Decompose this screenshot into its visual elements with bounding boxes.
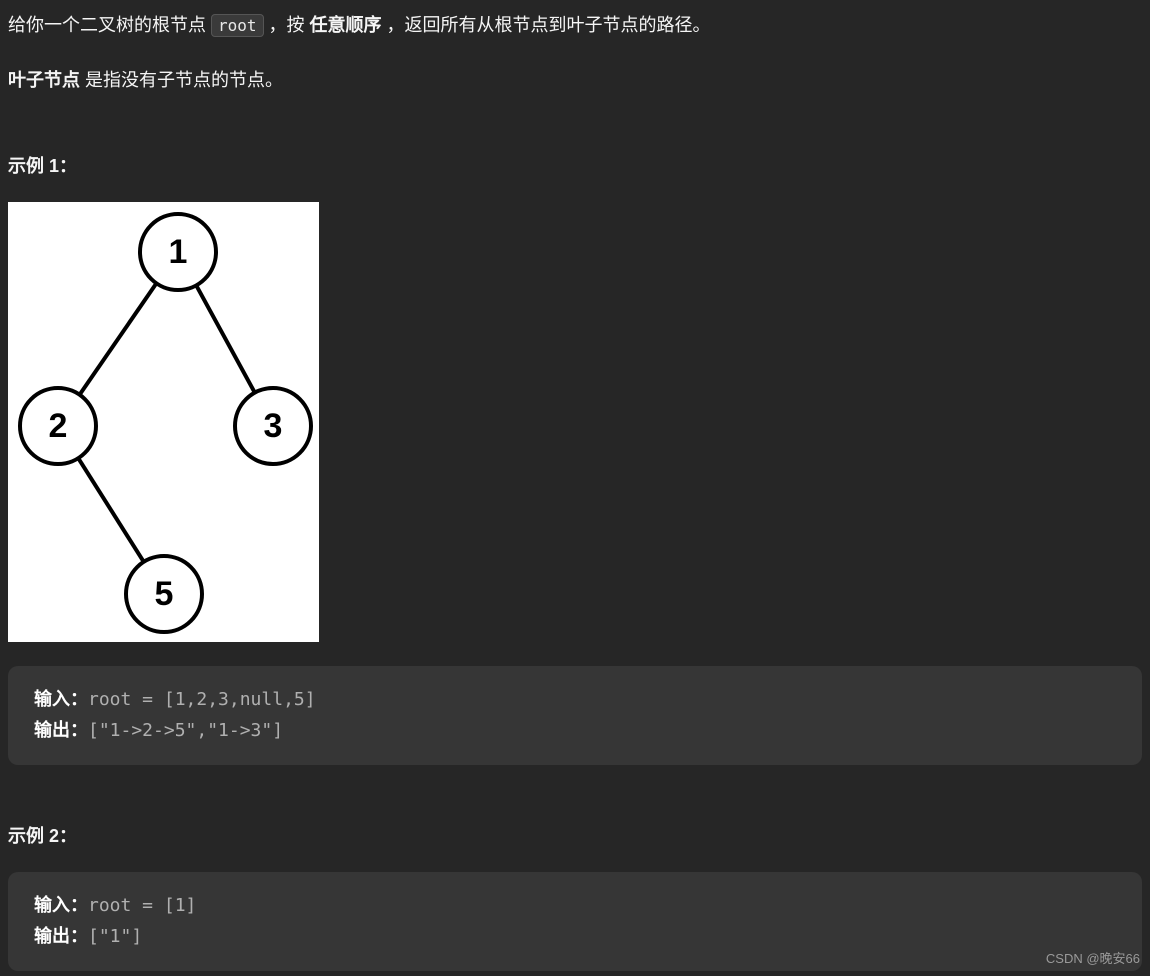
problem-description-para-1: 给你一个二叉树的根节点 root ，按 任意顺序 ，返回所有从根节点到叶子节点的…	[8, 10, 1142, 41]
example1-input-line: 输入：root = [1,2,3,null,5]	[34, 684, 1116, 716]
tree-edge	[196, 285, 255, 392]
input-label: 输入：	[34, 895, 88, 915]
example2-heading: 示例 2：	[8, 821, 1142, 852]
example1-output-line: 输出：["1->2->5","1->3"]	[34, 715, 1116, 747]
input-value: root = [1]	[88, 895, 196, 916]
tree-node-label: 1	[169, 233, 188, 271]
desc-text: ，返回所有从根节点到叶子节点的路径。	[382, 15, 711, 35]
output-label: 输出：	[34, 926, 88, 946]
output-value: ["1"]	[88, 926, 142, 947]
tree-edge	[78, 458, 143, 562]
input-value: root = [1,2,3,null,5]	[88, 689, 316, 710]
tree-edge	[80, 283, 157, 394]
tree-node-label: 3	[264, 407, 283, 445]
output-value: ["1->2->5","1->3"]	[88, 720, 283, 741]
desc-text: 给你一个二叉树的根节点	[8, 15, 211, 35]
output-label: 输出：	[34, 720, 88, 740]
example1-code-block: 输入：root = [1,2,3,null,5] 输出：["1->2->5","…	[8, 666, 1142, 765]
desc-bold: 任意顺序	[310, 15, 382, 35]
tree-node-label: 2	[49, 407, 68, 445]
problem-description-para-2: 叶子节点 是指没有子节点的节点。	[8, 65, 1142, 96]
root-code: root	[211, 14, 264, 37]
desc-text: ，按	[264, 15, 310, 35]
example2-code-block: 输入：root = [1] 输出：["1"]	[8, 872, 1142, 971]
desc-text: 是指没有子节点的节点。	[80, 70, 283, 90]
leaf-bold: 叶子节点	[8, 70, 80, 90]
example2-input-line: 输入：root = [1]	[34, 890, 1116, 922]
tree-diagram: 1 2 3 5	[8, 202, 319, 642]
watermark: CSDN @晚安66	[1046, 948, 1140, 970]
example2-output-line: 输出：["1"]	[34, 921, 1116, 953]
tree-node-label: 5	[155, 575, 174, 613]
example1-heading: 示例 1：	[8, 151, 1142, 182]
input-label: 输入：	[34, 689, 88, 709]
